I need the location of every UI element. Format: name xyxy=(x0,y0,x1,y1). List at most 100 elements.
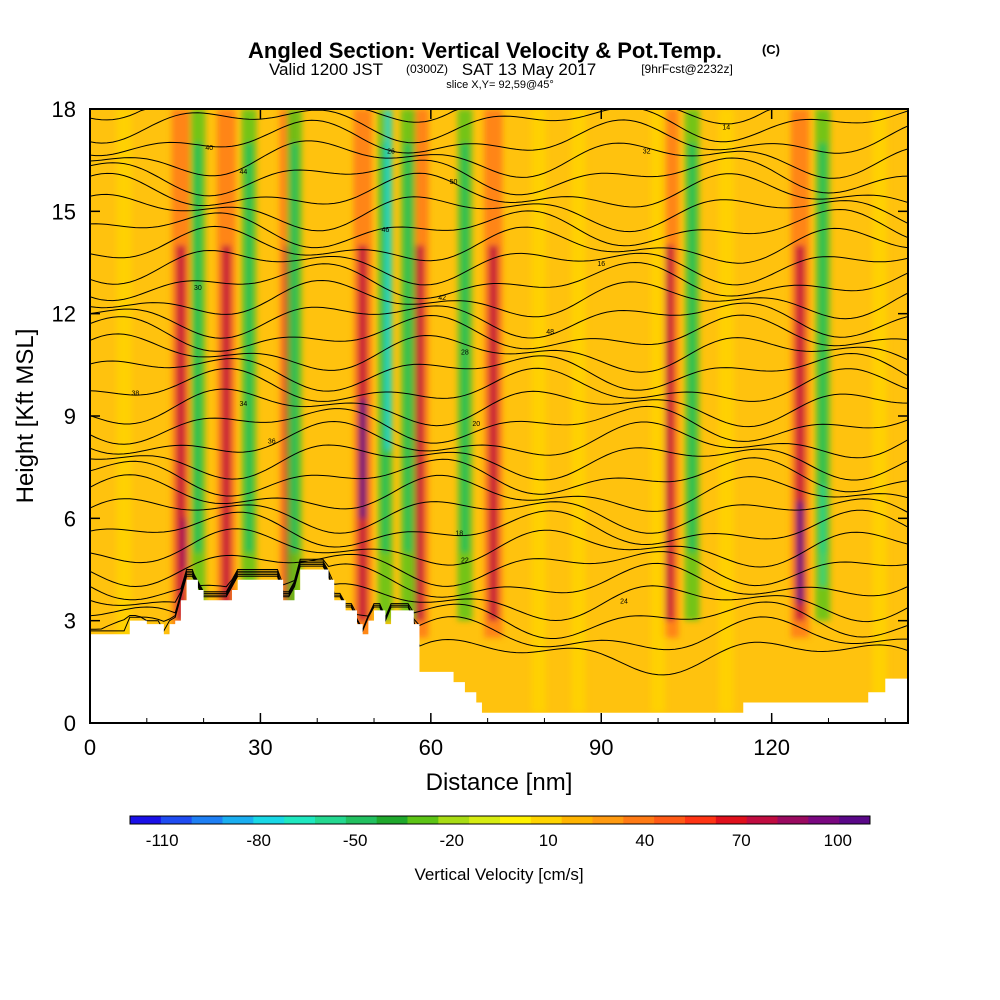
theta-contour-line xyxy=(90,279,908,320)
theta-contour-line xyxy=(90,457,908,497)
y-tick-label: 18 xyxy=(52,97,76,122)
velocity-streak xyxy=(359,398,367,519)
theta-contour-label: 20 xyxy=(472,421,480,428)
velocity-streak xyxy=(531,109,547,713)
colorbar-swatch xyxy=(500,816,532,824)
velocity-streak xyxy=(820,484,826,587)
x-tick-label: 90 xyxy=(589,735,613,760)
colorbar-tick-label: -50 xyxy=(343,831,368,850)
velocity-streak xyxy=(404,143,412,553)
velocity-streak xyxy=(488,245,498,621)
theta-contour-line xyxy=(90,333,908,373)
colorbar-swatch xyxy=(623,816,655,824)
theta-contour-label: 38 xyxy=(132,391,140,398)
colorbar-label: Vertical Velocity [cm/s] xyxy=(414,865,583,884)
theta-contour-line xyxy=(90,444,908,481)
colorbar-tick-label: -20 xyxy=(439,831,464,850)
theta-contour-line xyxy=(90,388,908,428)
colorbar-frame xyxy=(129,815,871,825)
theta-contour-line xyxy=(90,565,908,676)
x-tick-label: 120 xyxy=(753,735,790,760)
velocity-streak xyxy=(796,501,804,604)
colorbar: -110 -80 -50 -20 10 40 70 100 xyxy=(129,815,871,850)
theta-contour-line xyxy=(90,509,908,548)
valid-time: Valid 1200 JST xyxy=(269,60,383,79)
theta-contour-line xyxy=(90,560,908,623)
velocity-streak xyxy=(381,143,390,553)
colorbar-tick-label: -80 xyxy=(246,831,271,850)
colorbar-swatch xyxy=(654,816,686,824)
velocity-streak xyxy=(116,109,132,713)
x-tick-label: 30 xyxy=(248,735,272,760)
velocity-streak xyxy=(176,245,186,621)
theta-contour-line xyxy=(90,225,908,264)
forecast-info: [9hrFcst@2232z] xyxy=(641,62,733,76)
slice-info: slice X,Y= 92,59@45° xyxy=(446,79,554,91)
theta-contour-line xyxy=(90,119,908,157)
theta-contour-label: 34 xyxy=(239,401,247,408)
colorbar-swatch xyxy=(715,816,748,824)
theta-contour-label: 18 xyxy=(455,530,463,537)
theta-contour-line xyxy=(90,405,908,445)
theta-contour-label: 22 xyxy=(461,558,469,565)
colorbar-swatch xyxy=(469,816,501,824)
colorbar-tick-label: 100 xyxy=(824,831,852,850)
valid-date: SAT 13 May 2017 xyxy=(462,60,597,79)
colorbar-swatch xyxy=(808,816,840,824)
theta-contour-label: 24 xyxy=(620,599,628,606)
y-tick-label: 15 xyxy=(52,199,76,224)
velocity-streak xyxy=(664,245,674,621)
theta-contour-label: 44 xyxy=(239,169,247,176)
colorbar-swatch xyxy=(407,816,439,824)
theta-contour-line xyxy=(90,314,908,352)
theta-contour-line xyxy=(90,562,908,639)
terrain-mask xyxy=(90,569,908,723)
theta-contour-line xyxy=(90,420,908,459)
theta-contour-line xyxy=(90,551,908,588)
velocity-streak xyxy=(414,245,425,621)
theta-contour-label: 32 xyxy=(643,148,651,155)
velocity-streak xyxy=(245,143,253,553)
theta-contour-line xyxy=(90,172,908,208)
colorbar-swatch xyxy=(438,816,470,824)
velocity-streak xyxy=(872,109,887,713)
theta-contour-label: 40 xyxy=(205,145,213,152)
theta-contour-label: 42 xyxy=(438,295,446,302)
theta-contour-label: 16 xyxy=(597,261,605,268)
y-tick-label: 12 xyxy=(52,302,76,327)
theta-contour-line xyxy=(90,558,908,601)
colorbar-tick-label: 10 xyxy=(539,831,558,850)
theta-contour-label: 28 xyxy=(461,350,469,357)
colorbar-swatch xyxy=(530,816,563,824)
theta-contour-label: 30 xyxy=(194,285,202,292)
theta-contour-line xyxy=(90,140,908,179)
velocity-streak xyxy=(461,143,469,553)
theta-contour-label: 14 xyxy=(722,124,730,131)
colorbar-swatch xyxy=(284,816,316,824)
theta-contour-label: 48 xyxy=(546,329,554,336)
velocity-streak xyxy=(795,245,805,621)
colorbar-swatch xyxy=(222,816,254,824)
theta-contour-line xyxy=(90,261,908,302)
theta-contour-line xyxy=(90,563,908,651)
velocity-streak xyxy=(221,245,231,621)
velocity-streak xyxy=(718,109,734,713)
theta-contour-line xyxy=(90,193,908,233)
colorbar-swatch xyxy=(746,816,778,824)
y-tick-label: 0 xyxy=(64,711,76,736)
colorbar-swatch xyxy=(592,816,624,824)
plot-area: 18 14 40 26 30 34 36 38 32 44 50 48 46 42 28 24 22 20 16 xyxy=(90,109,908,723)
chart-title: Angled Section: Vertical Velocity & Pot.… xyxy=(248,38,722,63)
colorbar-swatch xyxy=(315,816,347,824)
y-axis-label: Height [Kft MSL] xyxy=(12,329,39,504)
theta-contour-line xyxy=(90,157,908,197)
vertical-velocity-field xyxy=(116,109,887,713)
theta-contour-line xyxy=(90,249,908,286)
x-axis-label: Distance [nm] xyxy=(426,769,573,796)
colorbar-swatch xyxy=(345,816,378,824)
velocity-streak xyxy=(385,109,391,451)
velocity-streak xyxy=(571,109,586,713)
colorbar-swatch xyxy=(191,816,223,824)
